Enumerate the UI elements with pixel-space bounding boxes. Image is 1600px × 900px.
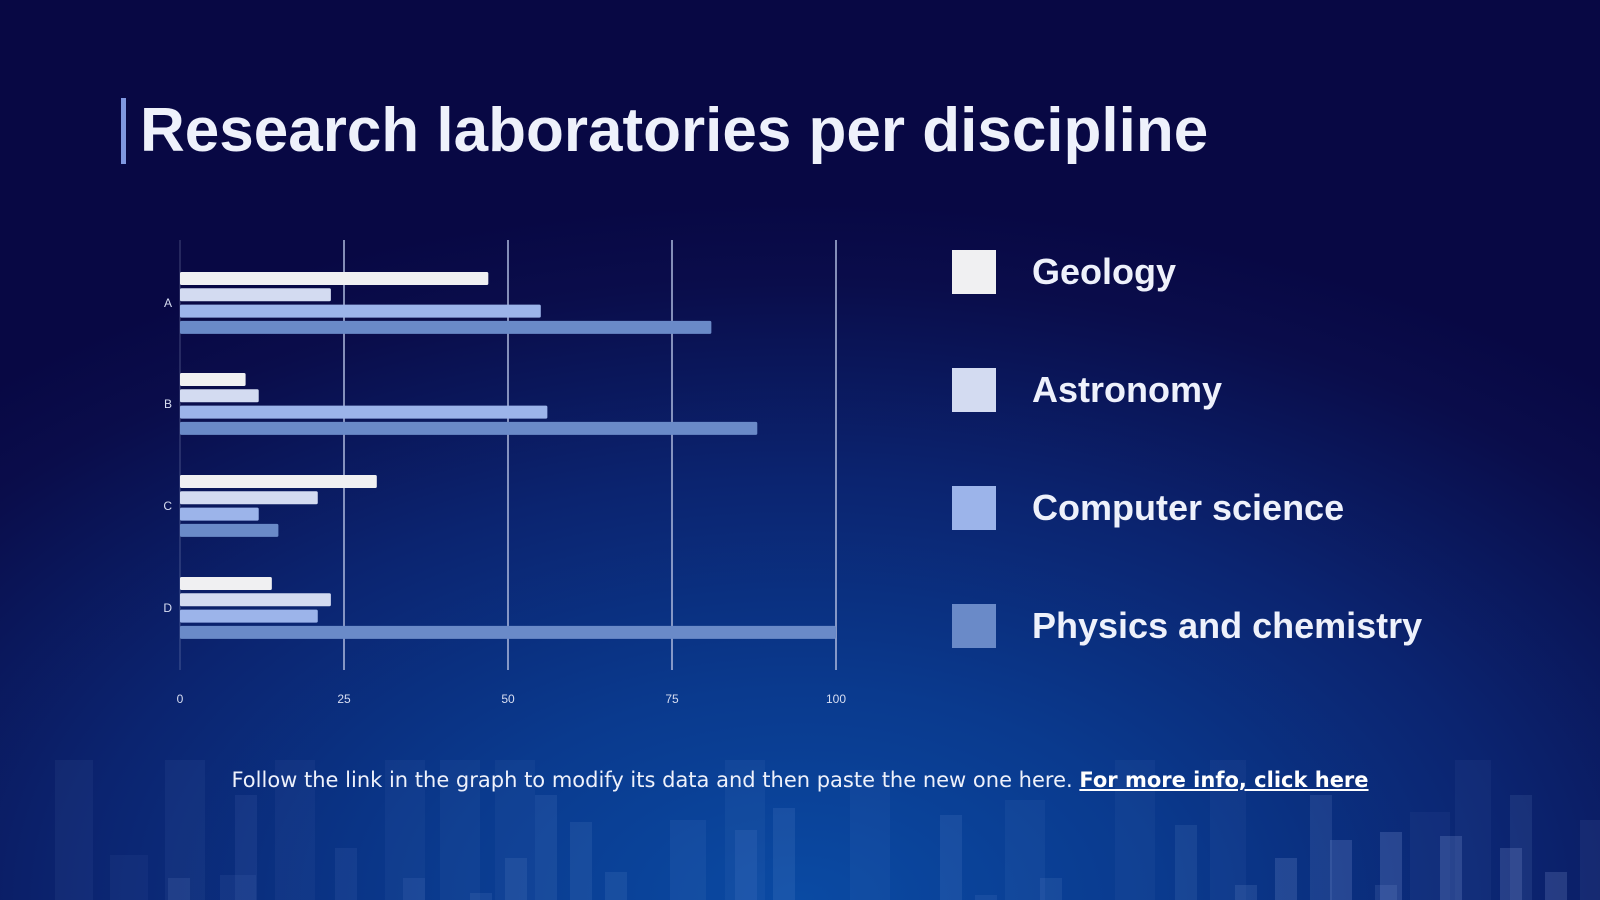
decorative-bar: [773, 808, 795, 900]
bar-D-geology: [180, 577, 272, 590]
decorative-bar: [1235, 885, 1257, 900]
decorative-bar: [1375, 885, 1397, 900]
decorative-bar: [1380, 832, 1402, 900]
bar-C-astronomy: [180, 491, 318, 505]
footer-text: Follow the link in the graph to modify i…: [231, 768, 1073, 792]
bar-C-computer-science: [180, 507, 259, 521]
category-label-A: A: [164, 296, 172, 310]
category-label-D: D: [163, 601, 172, 615]
category-label-B: B: [164, 397, 172, 411]
decorative-bar: [1275, 858, 1297, 900]
bar-C-geology: [180, 475, 377, 488]
bar-chart: 0 25 50 75 100 A B C D: [163, 240, 846, 706]
chart-labels: 0 25 50 75 100 A B C D: [163, 296, 846, 706]
decorative-bar: [168, 878, 190, 900]
bar-A-physics-and-chemistry: [180, 320, 712, 334]
decorative-bar: [570, 822, 592, 900]
decorative-bar: [1410, 812, 1450, 900]
decorative-bar: [1040, 878, 1062, 900]
x-tick-label-100: 100: [826, 692, 846, 706]
x-tick-label-50: 50: [501, 692, 515, 706]
legend-label-physics-and-chemistry: Physics and chemistry: [1032, 605, 1423, 646]
x-tick-label-75: 75: [665, 692, 679, 706]
footer-note: Follow the link in the graph to modify i…: [0, 768, 1600, 792]
decorative-bar: [1310, 795, 1332, 900]
x-tick-label-0: 0: [177, 692, 184, 706]
decorative-bar: [1175, 825, 1197, 900]
chart-bars: [180, 272, 836, 639]
decorative-bar: [1580, 820, 1600, 900]
decorative-bar: [535, 795, 557, 900]
decorative-bar: [1545, 872, 1567, 900]
legend-label-astronomy: Astronomy: [1032, 369, 1223, 410]
decorative-bar: [1330, 840, 1352, 900]
bar-B-astronomy: [180, 389, 259, 403]
legend-item-computer-science: Computer science: [952, 486, 1344, 530]
legend-swatch-computer-science: [952, 486, 996, 530]
legend-swatch-physics-and-chemistry: [952, 604, 996, 648]
decorative-bar: [1500, 848, 1522, 900]
x-tick-label-25: 25: [337, 692, 351, 706]
bar-A-astronomy: [180, 288, 331, 302]
decorative-bar: [605, 872, 627, 900]
decorative-bar: [975, 895, 997, 900]
decorative-bar: [1005, 800, 1045, 900]
bar-B-physics-and-chemistry: [180, 421, 758, 435]
legend-swatch-astronomy: [952, 368, 996, 412]
bar-D-astronomy: [180, 593, 331, 607]
decorative-bar: [940, 815, 962, 900]
legend-item-astronomy: Astronomy: [952, 368, 1222, 412]
legend-swatch-geology: [952, 250, 996, 294]
legend-label-computer-science: Computer science: [1032, 487, 1345, 528]
bar-B-computer-science: [180, 405, 548, 419]
bar-D-computer-science: [180, 609, 318, 623]
bar-A-geology: [180, 272, 489, 285]
decorative-bar: [335, 848, 357, 900]
decorative-bar: [1510, 795, 1532, 900]
category-label-C: C: [163, 499, 172, 513]
decorative-bar: [470, 893, 492, 900]
decorative-bar: [505, 858, 527, 900]
bar-B-geology: [180, 373, 246, 386]
legend-label-geology: Geology: [1032, 251, 1177, 292]
decorative-bar: [235, 795, 257, 900]
bar-D-physics-and-chemistry: [180, 625, 836, 639]
bar-A-computer-science: [180, 304, 541, 318]
legend-item-physics-and-chemistry: Physics and chemistry: [952, 604, 1422, 648]
decorative-bar: [403, 878, 425, 900]
decorative-bar: [220, 875, 256, 900]
more-info-link[interactable]: For more info, click here: [1079, 768, 1369, 792]
page-title: Research laboratories per discipline: [140, 96, 1209, 165]
legend-item-geology: Geology: [952, 250, 1176, 294]
decorative-bar: [110, 855, 148, 900]
decorative-bar: [670, 820, 706, 900]
decorative-bar: [1440, 836, 1462, 900]
bar-C-physics-and-chemistry: [180, 523, 279, 537]
title-accent-bar: [121, 98, 126, 164]
decorative-bar: [735, 830, 757, 900]
